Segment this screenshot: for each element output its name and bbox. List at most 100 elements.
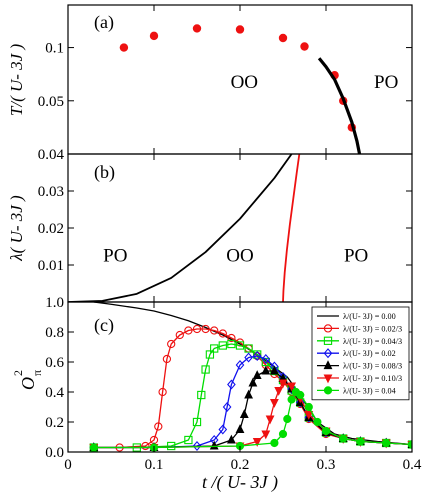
panel-a-data-point — [119, 43, 129, 52]
panel-c-series-marker — [175, 330, 184, 340]
panel-c-series-marker — [304, 402, 313, 412]
legend-marker — [323, 360, 333, 370]
panel-c-series-marker — [278, 429, 288, 439]
panel-c-series-marker — [154, 422, 163, 431]
panel-c-series-marker — [356, 437, 365, 446]
panel-a-data-point — [278, 33, 288, 43]
panel-c-series-marker — [158, 387, 167, 397]
panel-c-series-marker — [162, 354, 172, 364]
panel-b-region-label: PO — [344, 245, 368, 266]
panel-c-series-marker — [218, 329, 227, 338]
panel-c-frame — [67, 301, 413, 453]
panel-c-series-marker — [227, 339, 236, 349]
panel-c-series-marker — [244, 352, 253, 363]
panel-c-series-marker — [235, 424, 245, 433]
panel-b-region-label: OO — [226, 245, 253, 266]
panel-c-series-marker — [192, 324, 202, 334]
panel-c-ylabel-base: O — [18, 377, 38, 390]
panel-b-y-tick-label: 0.04 — [38, 147, 65, 163]
panel-a-label: (a) — [94, 12, 114, 33]
legend-marker — [323, 324, 333, 333]
x-tick-label: 0.2 — [231, 457, 250, 473]
panel-c-series-marker — [261, 353, 271, 365]
panel-c-series-marker — [253, 350, 262, 359]
panel-c-series-marker — [270, 438, 279, 448]
panel-b-y-tick-label: 0.03 — [38, 184, 64, 200]
panel-c-series-marker — [269, 365, 279, 375]
panel-a-region-labels: OO PO — [231, 72, 399, 93]
panel-c-ylabel: O 2 π — [11, 370, 44, 390]
panel-b-ylabel: λ( U- 3J ) — [7, 195, 26, 262]
panel-c-series-marker — [269, 399, 279, 408]
panel-c-series-marker — [218, 341, 227, 350]
panel-c-series-marker — [201, 324, 210, 334]
x-axis-label: t /( U- 3J ) — [202, 472, 278, 493]
panel-c-series-marker — [278, 379, 288, 389]
panel-c-series-marker — [283, 414, 292, 424]
panel-c-series-marker — [287, 382, 297, 392]
panel-a-y-tick-label: 0.1 — [45, 41, 64, 57]
panel-a-region-label: OO — [231, 72, 258, 93]
panel-c-series-marker — [287, 383, 296, 395]
panel-c-series-marker — [227, 333, 236, 343]
x-tick-labels: 0 0.1 0.2 0.3 0.4 — [64, 457, 422, 473]
panel-b-data — [68, 154, 301, 302]
panel-a: 0.05 0.1 OO PO (a) T/( U- 3J ) — [7, 4, 413, 155]
panel-c-ylabel-sup: 2 — [11, 370, 25, 376]
panel-a-data — [119, 24, 362, 154]
panel-c-series-marker — [252, 350, 262, 362]
legend-marker — [323, 348, 333, 359]
panel-c-y-tick-label: 0.0 — [45, 445, 64, 461]
panel-c-series-marker — [192, 417, 202, 427]
legend-entry: λ/(U- 3J) = 0.00 — [343, 312, 396, 321]
panel-c-series-marker — [295, 397, 305, 408]
panel-c-series-marker — [248, 377, 258, 387]
panel-c-series-marker — [313, 417, 322, 427]
panel-b-frame — [67, 153, 413, 303]
panel-c: 0.0 0.2 0.4 0.6 0.8 1.0 (c) O 2 π λ/(U- 3J) =… — [11, 295, 413, 461]
panel-a-ticks: 0.05 0.1 — [38, 5, 413, 154]
panel-c-series-marker — [226, 434, 236, 444]
panel-b-region-labels: PO OO PO — [103, 245, 368, 266]
panel-c-y-tick-label: 0.6 — [45, 355, 64, 371]
panel-b: 0.01 0.02 0.03 0.04 PO OO PO (b) λ( U- 3J ) — [7, 147, 413, 303]
panel-c-series-marker — [244, 344, 253, 353]
panel-c-y-tick-label: 1.0 — [45, 295, 64, 311]
panel-c-series-marker — [244, 389, 254, 399]
panel-c-label: (c) — [94, 315, 114, 336]
panel-b-series-line — [68, 154, 293, 302]
panel-a-y-tick-label: 0.05 — [38, 94, 64, 110]
legend-entry: λ/(U- 3J) = 0.04 — [343, 386, 396, 395]
panel-a-series-line — [317, 57, 362, 154]
legend-entry: λ/(U- 3J) = 0.02 — [343, 349, 396, 358]
panel-c-series-marker — [321, 426, 331, 436]
panel-b-series-line — [282, 154, 301, 302]
x-tick-label: 0.4 — [403, 457, 422, 473]
panel-c-series-marker — [227, 379, 236, 390]
panel-c-series-marker — [167, 339, 176, 349]
panel-c-series-marker — [252, 370, 262, 379]
panel-c-series-marker — [205, 350, 215, 359]
panel-a-data-point — [300, 42, 309, 51]
panel-c-series-marker — [184, 326, 193, 335]
legend-entry: λ/(U- 3J) = 0.10/3 — [343, 374, 402, 383]
panel-c-series-marker — [218, 424, 228, 435]
panel-c-series-marker — [304, 411, 314, 420]
panel-a-region-label: PO — [374, 72, 398, 93]
panel-c-ticks: 0.0 0.2 0.4 0.6 0.8 1.0 — [45, 295, 413, 461]
panel-c-series-marker — [339, 434, 348, 443]
x-tick-label: 0 — [64, 457, 72, 473]
panel-c-series-marker — [201, 365, 210, 374]
panel-c-series-marker — [265, 415, 275, 425]
panel-a-data-point — [235, 25, 245, 34]
legend-marker — [323, 386, 333, 395]
legend-entry: λ/(U- 3J) = 0.02/3 — [343, 324, 402, 333]
legend-entry: λ/(U- 3J) = 0.04/3 — [343, 337, 402, 346]
panel-c-y-tick-label: 0.8 — [45, 325, 64, 341]
panel-c-series-marker — [382, 438, 391, 448]
panel-c-series-marker — [89, 443, 98, 452]
legend-entry: λ/(U- 3J) = 0.08/3 — [343, 362, 402, 371]
panel-c-series-marker — [192, 440, 202, 452]
panel-c-series-marker — [287, 395, 296, 404]
